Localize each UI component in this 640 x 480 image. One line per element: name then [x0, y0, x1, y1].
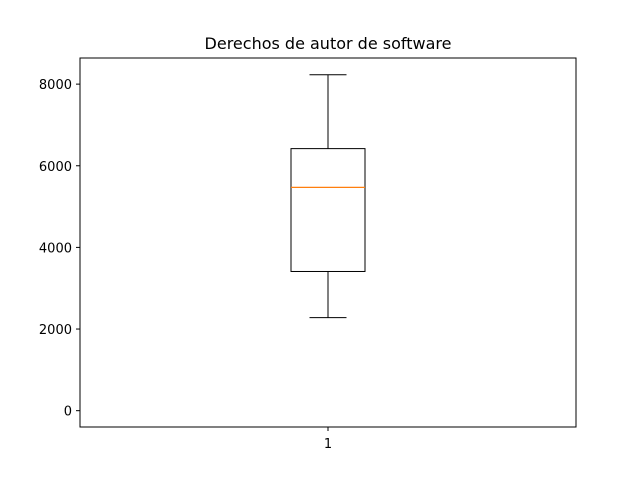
interquartile-box [290, 148, 366, 272]
y-tick-label: 6000 [39, 160, 72, 175]
box-series [290, 74, 366, 319]
y-tick-label: 0 [64, 405, 72, 420]
y-tick-label: 8000 [39, 78, 72, 93]
y-axis: 0 2000 4000 6000 8000 [39, 78, 80, 420]
x-tick-label: 1 [324, 437, 332, 452]
y-tick-label: 2000 [39, 323, 72, 338]
chart-title: Derechos de autor de software [205, 34, 452, 53]
x-axis: 1 [324, 427, 332, 452]
box-item [290, 74, 366, 319]
y-tick-label: 4000 [39, 241, 72, 256]
